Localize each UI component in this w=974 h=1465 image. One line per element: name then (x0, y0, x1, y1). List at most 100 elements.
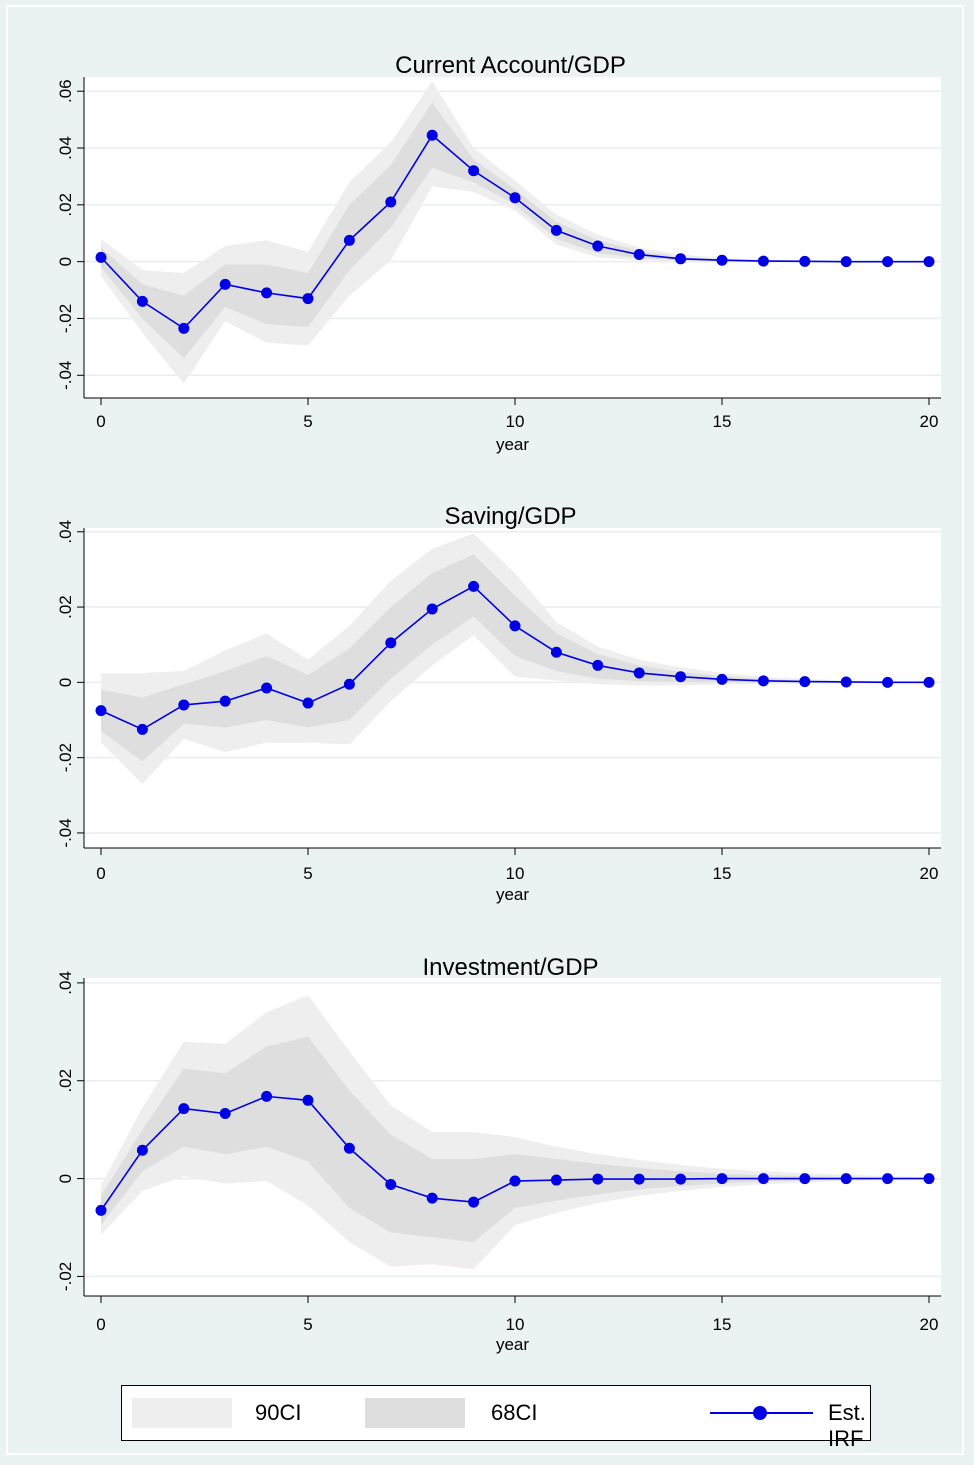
legend-swatch-68ci (365, 1398, 465, 1428)
figure-border (6, 5, 964, 1455)
chart-panel-3: -.02 0 .02 .04 0 5 10 15 20 year Investment/GDP (56, 954, 941, 1354)
y-tick-label: .04 (56, 136, 75, 160)
irf-point (592, 240, 604, 252)
irf-point (385, 637, 397, 649)
x-tick-label: 15 (713, 1315, 732, 1334)
irf-point (923, 676, 935, 688)
irf-point (633, 667, 645, 679)
irf-point (219, 695, 231, 707)
legend-label-90ci: 90CI (255, 1400, 302, 1425)
irf-point (302, 293, 314, 305)
irf-point (468, 580, 480, 592)
y-tick-label: -.02 (56, 1262, 75, 1291)
x-axis-label: year (496, 1335, 529, 1354)
irf-point (716, 254, 728, 266)
y-tick-label: 0 (56, 257, 75, 266)
y-tick-label: .02 (56, 595, 75, 619)
legend-label-68ci: 68CI (491, 1400, 538, 1425)
legend-marker-irf (753, 1406, 767, 1420)
irf-point (840, 676, 852, 688)
irf-point (633, 249, 645, 261)
irf-point (468, 1196, 480, 1208)
chart-title: Investment/GDP (422, 954, 598, 981)
irf-point (95, 251, 107, 263)
irf-point (343, 234, 355, 246)
x-tick-label: 10 (506, 412, 525, 431)
legend-label-irf: Est. IRF (828, 1400, 866, 1451)
irf-point (799, 255, 811, 267)
irf-point (509, 620, 521, 632)
y-tick-label: .02 (56, 193, 75, 217)
x-axis-label: year (496, 435, 529, 454)
legend: 90CI 68CI Est. IRF (121, 1385, 871, 1451)
irf-point (675, 671, 687, 683)
legend-swatch-90ci (132, 1398, 232, 1428)
ci68-band (101, 1036, 929, 1243)
x-tick-label: 0 (96, 412, 105, 431)
plot-area (84, 77, 941, 398)
irf-point (219, 278, 231, 290)
chart-panel-2: -.04 -.02 0 .02 .04 0 5 10 15 20 year Saving/GDP (56, 503, 941, 904)
irf-point (95, 1204, 107, 1216)
irf-point (136, 295, 148, 307)
irf-point (923, 256, 935, 268)
y-tick-label: .06 (56, 79, 75, 103)
irf-point (757, 255, 769, 267)
irf-point (716, 673, 728, 685)
irf-point (261, 287, 273, 299)
irf-point (178, 1103, 190, 1115)
irf-point (509, 1175, 521, 1187)
irf-point (716, 1173, 728, 1185)
chart-title: Saving/GDP (444, 503, 576, 530)
x-tick-label: 15 (713, 864, 732, 883)
x-tick-label: 20 (920, 864, 939, 883)
irf-point (136, 723, 148, 735)
x-tick-label: 10 (506, 864, 525, 883)
x-tick-label: 15 (713, 412, 732, 431)
irf-point (178, 699, 190, 711)
irf-point (343, 1142, 355, 1154)
y-tick-label: -.04 (56, 818, 75, 847)
x-tick-label: 20 (920, 1315, 939, 1334)
irf-point (385, 196, 397, 208)
y-tick-label: 0 (56, 678, 75, 687)
irf-point (261, 682, 273, 694)
irf-point (675, 253, 687, 265)
irf-point (882, 1173, 894, 1185)
x-tick-label: 0 (96, 864, 105, 883)
y-tick-label: .04 (56, 971, 75, 995)
x-tick-label: 10 (506, 1315, 525, 1334)
y-tick-label: -.04 (56, 361, 75, 390)
irf-point (882, 676, 894, 688)
irf-point (343, 678, 355, 690)
irf-point (633, 1173, 645, 1185)
irf-point (385, 1178, 397, 1190)
irf-point (675, 1173, 687, 1185)
irf-point (592, 1173, 604, 1185)
irf-point (882, 256, 894, 268)
irf-point (302, 1094, 314, 1106)
x-tick-label: 5 (303, 864, 312, 883)
irf-point (923, 1173, 935, 1185)
irf-point (757, 1173, 769, 1185)
chart-title: Current Account/GDP (395, 52, 626, 79)
x-axis-label: year (496, 885, 529, 904)
irf-point (757, 675, 769, 687)
irf-point (509, 192, 521, 204)
irf-point (178, 322, 190, 334)
irf-point (136, 1144, 148, 1156)
irf-point (840, 1173, 852, 1185)
chart-panel-1: -.04 -.02 0 .02 .04 .06 0 5 10 15 20 year Current Ac… (56, 52, 941, 454)
irf-point (302, 697, 314, 709)
x-tick-label: 5 (303, 412, 312, 431)
y-tick-label: -.02 (56, 743, 75, 772)
irf-point (799, 1173, 811, 1185)
irf-point (468, 165, 480, 177)
y-tick-label: -.02 (56, 304, 75, 333)
x-tick-label: 0 (96, 1315, 105, 1334)
irf-point (426, 603, 438, 615)
irf-point (840, 256, 852, 268)
irf-point (550, 1174, 562, 1186)
irf-point (426, 1192, 438, 1204)
